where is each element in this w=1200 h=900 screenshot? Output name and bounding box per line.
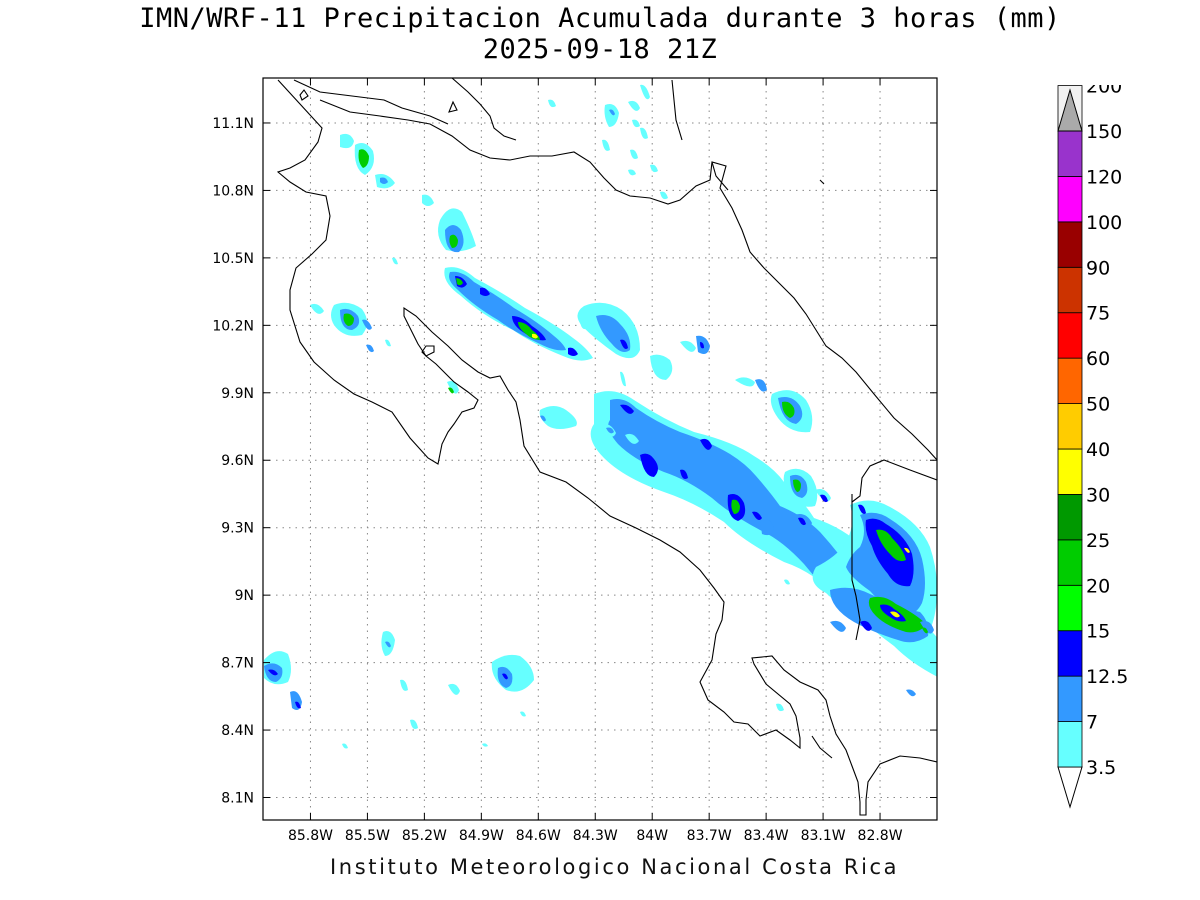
precipitation-colorbar: 3.5 7 12.5 15 20 25 30 40 50 60 75 90 100 120 150 200: [1057, 85, 1128, 809]
lon-tick-label: 83.1W: [801, 828, 846, 844]
lon-tick-label: 85.5W: [345, 828, 390, 844]
lat-tick-label: 8.4N: [221, 723, 254, 739]
colorbar-label: 7: [1086, 712, 1098, 734]
lat-tick-label: 10.2N: [212, 318, 254, 334]
colorbar-label: 60: [1086, 348, 1110, 370]
lat-tick-label: 9.3N: [221, 521, 254, 537]
colorbar-segment: [1057, 221, 1083, 268]
map-frame: [262, 77, 938, 821]
lat-tick-label: 10.8N: [212, 183, 254, 199]
precipitation-map: 85.8W 85.5W 85.2W 84.9W 84.6W 84.3W 84W 83.7W 83…: [212, 77, 938, 844]
colorbar-label: 150: [1086, 121, 1122, 143]
colorbar-label: 100: [1086, 212, 1122, 234]
lat-tick-label: 8.7N: [221, 656, 254, 672]
footer-credit: Instituto Meteorologico Nacional Costa R…: [330, 855, 900, 879]
colorbar-label: 50: [1086, 394, 1110, 416]
lon-tick-label: 84W: [636, 828, 668, 844]
axis-ticks: 85.8W 85.5W 85.2W 84.9W 84.6W 84.3W 84W 83.7W 83…: [212, 78, 937, 844]
colorbar-label: 12.5: [1086, 666, 1128, 688]
lat-tick-label: 9.6N: [221, 453, 254, 469]
colorbar-label: 30: [1086, 484, 1110, 506]
colorbar-segment: [1057, 312, 1083, 359]
colorbar-segment: [1057, 403, 1083, 450]
colorbar-label: 120: [1086, 166, 1122, 188]
lon-tick-label: 82.8W: [858, 828, 903, 844]
colorbar-segment: [1057, 494, 1083, 541]
lat-tick-label: 9N: [235, 588, 254, 604]
colorbar-over-triangle: [1057, 88, 1083, 132]
lat-tick-label: 9.9N: [221, 386, 254, 402]
colorbar-segment: [1057, 721, 1083, 768]
colorbar-segment: [1057, 584, 1083, 632]
colorbar-label: 75: [1086, 303, 1110, 325]
colorbar-label: 15: [1086, 621, 1110, 643]
lon-tick-label: 83.7W: [687, 828, 732, 844]
colorbar-segment: [1057, 130, 1083, 177]
colorbar-label: 200: [1086, 85, 1122, 98]
colorbar-label: 3.5: [1086, 757, 1116, 779]
colorbar-under-triangle: [1057, 766, 1083, 809]
precipitation-field: [264, 84, 937, 749]
lon-tick-label: 84.3W: [573, 828, 618, 844]
map-subtitle-datetime: 2025-09-18 21Z: [482, 34, 718, 65]
lat-tick-label: 10.5N: [212, 251, 254, 267]
colorbar-label: 90: [1086, 257, 1110, 279]
lon-tick-label: 84.6W: [516, 828, 561, 844]
colorbar-segment: [1057, 357, 1083, 404]
colorbar-label: 25: [1086, 530, 1110, 552]
colorbar-segment: [1057, 675, 1083, 722]
colorbar-segment: [1057, 448, 1083, 495]
lon-tick-label: 84.9W: [459, 828, 504, 844]
lon-tick-label: 83.4W: [744, 828, 789, 844]
colorbar-segment: [1057, 176, 1083, 223]
lat-tick-label: 11.1N: [212, 116, 254, 132]
lon-tick-label: 85.2W: [402, 828, 447, 844]
colorbar-label: 20: [1086, 575, 1110, 597]
colorbar-label: 40: [1086, 439, 1110, 461]
colorbar-segment: [1057, 539, 1083, 586]
lat-tick-label: 8.1N: [221, 791, 254, 807]
lon-tick-label: 85.8W: [288, 828, 333, 844]
map-title: IMN/WRF-11 Precipitacion Acumulada duran…: [139, 3, 1061, 34]
coastline-boundaries: [276, 78, 937, 816]
colorbar-segment: [1057, 266, 1083, 314]
colorbar-segment: [1057, 630, 1083, 677]
